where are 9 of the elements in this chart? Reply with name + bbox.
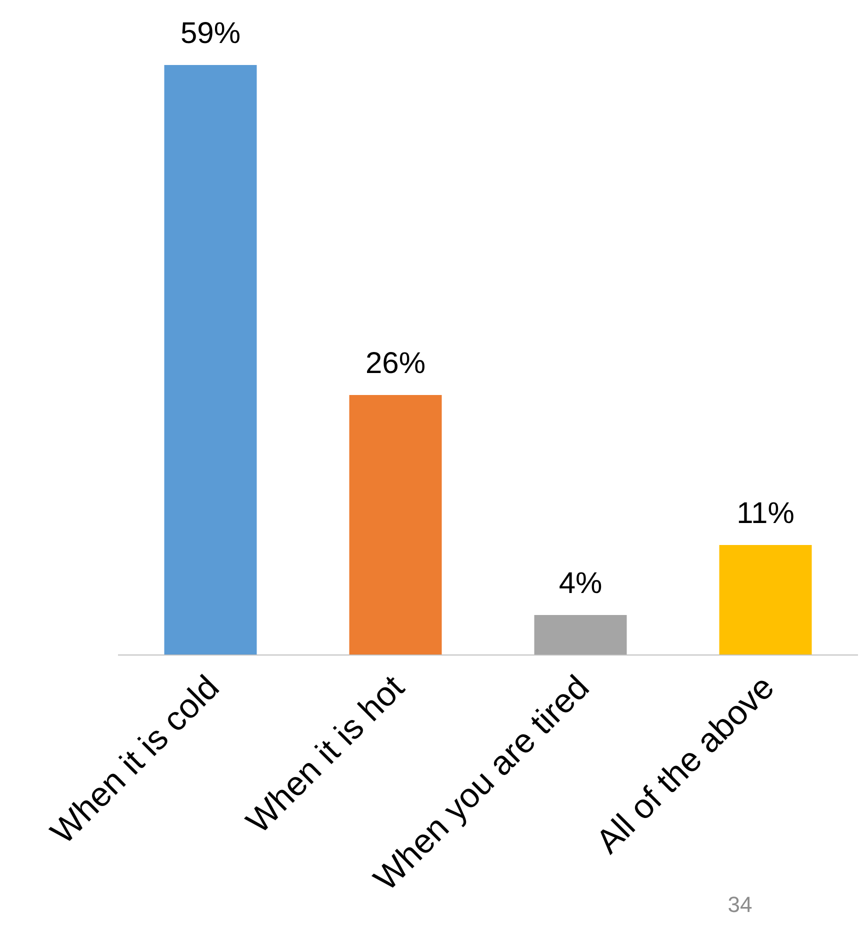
bar	[164, 65, 257, 655]
data-label: 59%	[180, 17, 241, 50]
data-label: 4%	[558, 567, 602, 600]
bar	[534, 615, 627, 655]
text: 34	[728, 892, 752, 917]
bar	[349, 395, 442, 655]
data-label: 26%	[365, 347, 426, 380]
data-label: 11%	[736, 497, 794, 530]
bar	[719, 545, 812, 655]
